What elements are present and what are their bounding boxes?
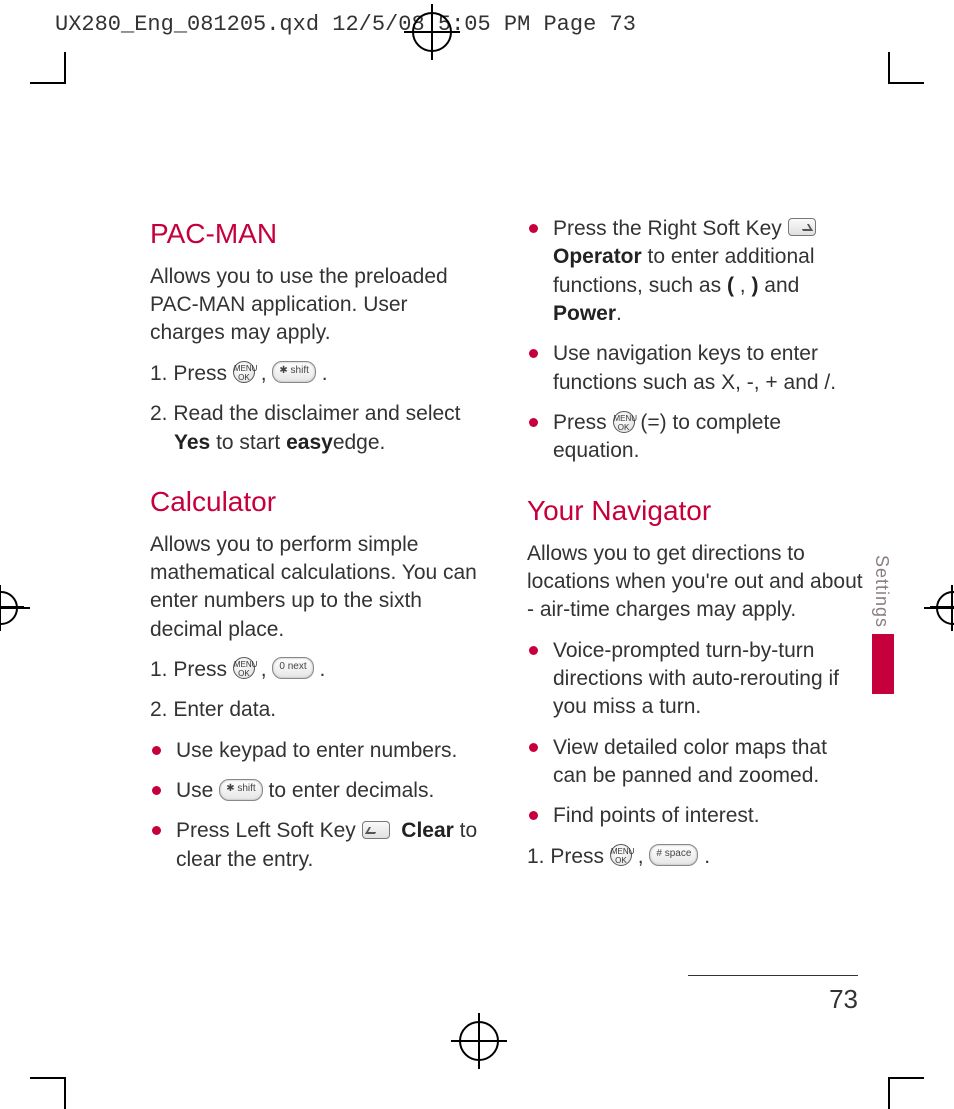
- print-header: UX280_Eng_081205.qxd 12/5/08 5:05 PM Pag…: [55, 10, 899, 50]
- pacman-step1: 1. Press MENU OK , ✱ shift .: [150, 360, 487, 388]
- nav-intro: Allows you to get directions to location…: [527, 540, 864, 625]
- calc-bullet: Use ✱ shift to enter decimals.: [150, 777, 487, 805]
- heading-pacman: PAC-MAN: [150, 215, 487, 253]
- calc-step1: 1. Press MENU OK , 0 next .: [150, 656, 487, 684]
- calc-bullet: Use keypad to enter numbers.: [150, 737, 487, 765]
- calc-intro: Allows you to perform simple mathematica…: [150, 531, 487, 644]
- right-softkey-icon: [788, 218, 816, 236]
- ok-key-icon: MENU OK: [610, 844, 632, 866]
- calc-bullet: Press Left Soft Key Clear to clear the e…: [150, 817, 487, 874]
- nav-bullets: Voice-prompted turn-by-turn directions w…: [527, 637, 864, 831]
- side-tab-label: Settings: [870, 555, 894, 628]
- calc-bullet: Press MENU OK (=) to complete equation.: [527, 409, 864, 466]
- star-key-icon: ✱ shift: [272, 361, 316, 383]
- ok-key-icon: MENU OK: [233, 657, 255, 679]
- reg-mark-left: [0, 591, 18, 625]
- pacman-intro: Allows you to use the preloaded PAC-MAN …: [150, 263, 487, 348]
- crop-mark-bottom: [30, 1039, 924, 1079]
- nav-bullet: Voice-prompted turn-by-turn directions w…: [527, 637, 864, 722]
- zero-key-icon: 0 next: [272, 657, 313, 679]
- pacman-step2: 2. Read the disclaimer and select Yes to…: [150, 400, 487, 457]
- reg-mark-right: [936, 591, 954, 625]
- nav-bullet: View detailed color maps that can be pan…: [527, 734, 864, 791]
- heading-calculator: Calculator: [150, 483, 487, 521]
- ok-key-icon: MENU OK: [233, 361, 255, 383]
- star-key-icon: ✱ shift: [219, 779, 263, 801]
- side-tab-block: [872, 634, 894, 694]
- left-softkey-icon: [362, 821, 390, 839]
- header-text: UX280_Eng_081205.qxd 12/5/08 5:05 PM Pag…: [55, 12, 636, 37]
- hash-key-icon: # space: [649, 844, 698, 866]
- page-number: 73: [688, 975, 858, 1017]
- page-content: PAC-MAN Allows you to use the preloaded …: [150, 215, 864, 989]
- crop-mark-top: [30, 82, 924, 114]
- calc-bullet: Use navigation keys to enter functions s…: [527, 340, 864, 397]
- ok-key-icon: MENU OK: [613, 411, 635, 433]
- calc-step2: 2. Enter data.: [150, 696, 487, 724]
- nav-bullet: Find points of interest.: [527, 802, 864, 830]
- side-tab: Settings: [870, 555, 894, 694]
- calc-bullet: Press the Right Soft Key Operator to ent…: [527, 215, 864, 328]
- heading-navigator: Your Navigator: [527, 492, 864, 530]
- nav-step1: 1. Press MENU OK , # space .: [527, 843, 864, 871]
